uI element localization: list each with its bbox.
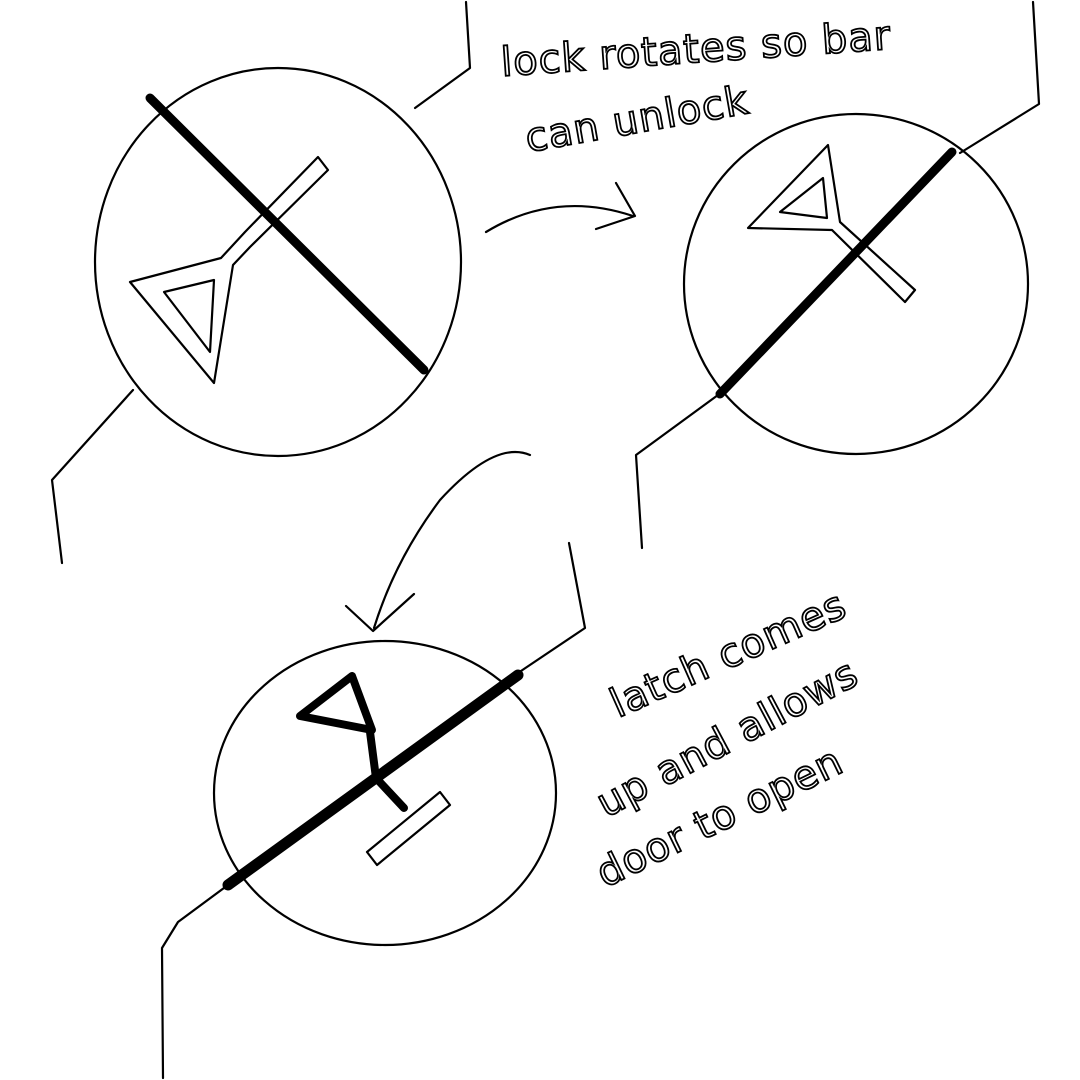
panel-unlatched [160, 541, 587, 1080]
locking-bar-2 [715, 147, 957, 399]
key-triangle-inner-1 [162, 278, 216, 354]
note-1-line-1: lock rotates so bar [499, 13, 892, 86]
panel-locked [50, 0, 472, 565]
key-stem-3 [366, 728, 408, 812]
locking-bar-1 [145, 93, 429, 375]
key-handle-3 [296, 672, 408, 812]
key-handle-2 [746, 143, 917, 304]
door-edge-bottom-2 [634, 393, 720, 550]
arrow-2 [344, 450, 532, 633]
note-1: lock rotates so bar can unlock [499, 12, 894, 163]
note-1-line-2: can unlock [522, 77, 753, 162]
key-triangle-3 [296, 672, 376, 734]
lock-circle-3 [212, 639, 558, 947]
door-edge-top-2 [958, 0, 1041, 155]
lock-circle-1 [93, 66, 463, 458]
door-edge-bottom-3 [160, 883, 230, 1080]
key-stem-2 [746, 143, 917, 304]
note-2: latch comes up and allows door to open [588, 581, 867, 898]
key-stem-1 [128, 155, 330, 385]
panel-rotated [634, 0, 1041, 550]
door-edge-top-3 [513, 541, 587, 677]
door-edge-bottom-1 [50, 388, 135, 565]
door-edge-top-1 [413, 0, 472, 110]
key-triangle-inner-2 [778, 176, 829, 220]
lock-circle-2 [682, 112, 1030, 456]
latch-plate-3 [365, 790, 452, 867]
arrow-1 [484, 181, 637, 234]
key-handle-1 [128, 155, 330, 385]
